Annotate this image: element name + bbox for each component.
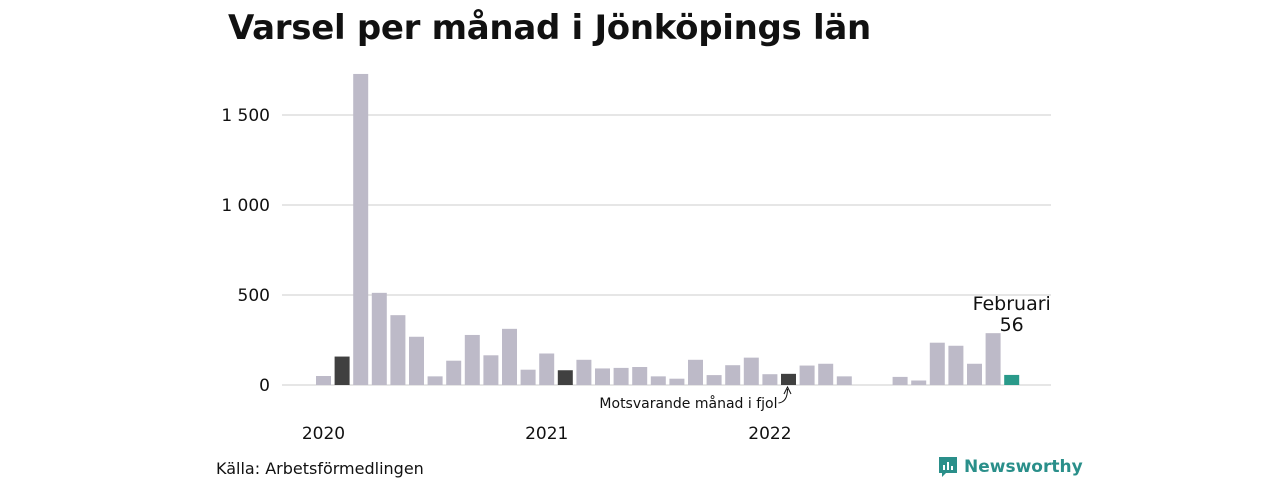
bar xyxy=(353,73,369,386)
brand-name: Newsworthy xyxy=(964,457,1083,477)
bars xyxy=(316,73,1020,386)
bar xyxy=(613,367,629,385)
callout-value: 56 xyxy=(1000,314,1024,336)
bar xyxy=(595,368,610,385)
bar xyxy=(929,342,945,385)
bar xyxy=(799,365,815,385)
bar xyxy=(483,355,499,385)
bar xyxy=(669,378,685,385)
bar xyxy=(743,357,759,385)
bar xyxy=(632,367,648,385)
bar xyxy=(371,292,387,385)
x-tick-label: 2020 xyxy=(302,424,345,444)
newsworthy-icon xyxy=(939,457,957,477)
annotation-text: Motsvarande månad i fjol xyxy=(599,395,777,412)
bar xyxy=(427,376,443,385)
bar xyxy=(576,359,592,385)
bar xyxy=(836,376,852,385)
bar-same-month xyxy=(557,370,573,385)
bar xyxy=(706,375,722,385)
bar xyxy=(316,376,331,385)
y-tick-label: 1 500 xyxy=(221,106,270,126)
source-text: Källa: Arbetsförmedlingen xyxy=(216,459,424,478)
same-month-annotation: Motsvarande månad i fjol xyxy=(599,385,792,412)
x-tick-label: 2022 xyxy=(748,424,791,444)
bar xyxy=(650,376,666,385)
bar-current xyxy=(1004,374,1020,385)
bar xyxy=(502,328,517,385)
brand-logo: Newsworthy xyxy=(938,456,1083,478)
callout-month-label: Februari xyxy=(973,293,1051,315)
bar xyxy=(520,369,536,385)
bar xyxy=(409,336,424,385)
x-axis: 2020 2021 2022 xyxy=(302,424,792,444)
bar xyxy=(818,363,834,385)
bar xyxy=(762,374,778,385)
bar xyxy=(390,315,406,385)
bar xyxy=(948,345,964,385)
y-tick-label: 0 xyxy=(259,376,270,396)
bar xyxy=(688,359,703,385)
annotation-arrowhead xyxy=(783,385,792,395)
y-tick-label: 500 xyxy=(238,286,270,306)
y-tick-label: 1 000 xyxy=(221,196,270,216)
bar xyxy=(911,380,927,385)
bar xyxy=(892,376,908,385)
y-axis: 0 500 1 000 1 500 xyxy=(221,106,270,396)
bar xyxy=(985,333,1001,385)
x-tick-label: 2021 xyxy=(525,424,568,444)
bar xyxy=(464,334,480,385)
bar xyxy=(967,363,982,385)
annotation-arrow xyxy=(778,388,788,404)
bar xyxy=(446,360,462,385)
bar-same-month xyxy=(781,373,796,385)
bar xyxy=(539,353,555,385)
chart-title: Varsel per månad i Jönköpings län xyxy=(228,8,871,48)
bar xyxy=(725,365,741,385)
bar-same-month xyxy=(334,356,350,385)
